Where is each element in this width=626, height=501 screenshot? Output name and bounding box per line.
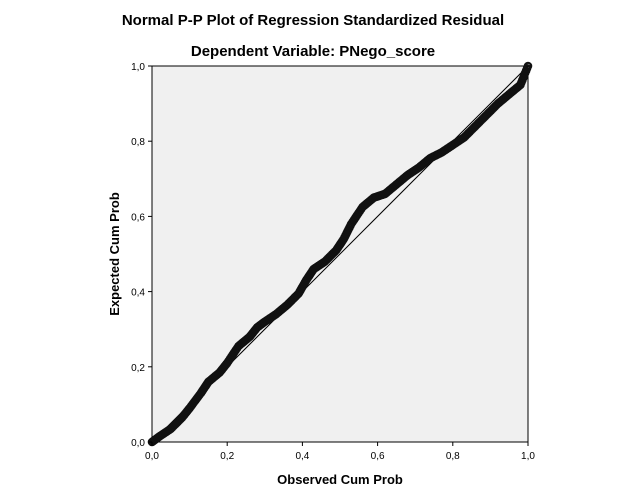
- x-tick-label: 0,4: [295, 451, 309, 462]
- y-tick-label: 0,6: [131, 212, 145, 223]
- x-tick-label: 0,0: [145, 451, 159, 462]
- data-points: [147, 61, 533, 447]
- axis-ticks: 0,0 0,2 0,4 0,6 0,8 1,0 0,0 0,2 0,4 0,6 0,8 1,0: [131, 62, 535, 462]
- x-axis-label: Observed Cum Prob: [277, 472, 403, 487]
- y-tick-label: 0,8: [131, 137, 145, 148]
- y-tick-label: 0,0: [131, 438, 145, 449]
- y-tick-label: 0,2: [131, 363, 145, 374]
- y-axis-label: Expected Cum Prob: [107, 192, 122, 316]
- y-tick-label: 0,4: [131, 288, 145, 299]
- chart-subtitle: Dependent Variable: PNego_score: [190, 43, 436, 60]
- data-point: [523, 61, 533, 71]
- x-tick-label: 0,6: [371, 451, 385, 462]
- y-tick-label: 1,0: [131, 62, 145, 73]
- x-tick-label: 0,2: [220, 451, 234, 462]
- x-tick-label: 1,0: [521, 451, 535, 462]
- x-tick-label: 0,8: [446, 451, 460, 462]
- chart-title: Normal P-P Plot of Regression Standardiz…: [121, 12, 505, 29]
